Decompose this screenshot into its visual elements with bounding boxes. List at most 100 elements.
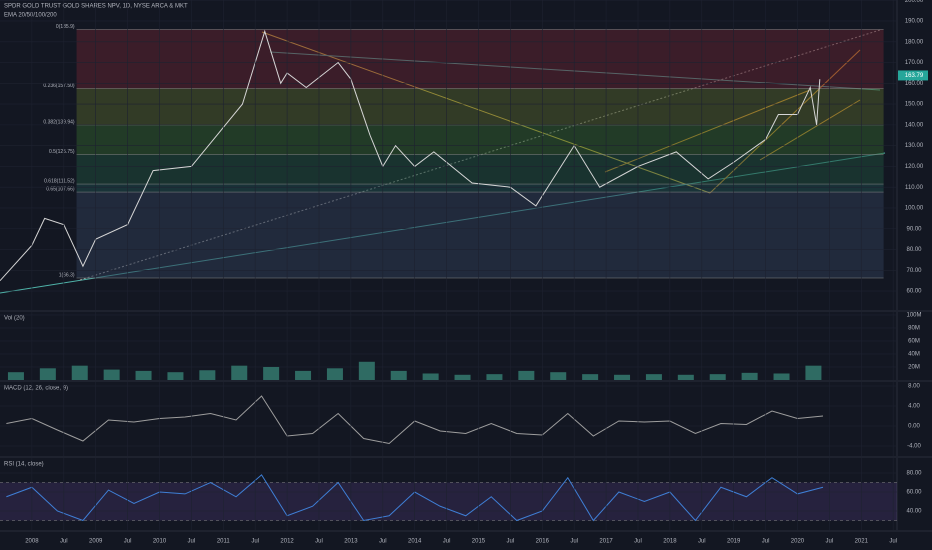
bar xyxy=(709,374,726,380)
y-tick-label: 120.00 xyxy=(905,164,924,170)
y-tick-label: 80M xyxy=(908,326,920,332)
bar xyxy=(805,365,822,380)
x-tick-label: Jul xyxy=(379,539,387,545)
x-tick-label: 2013 xyxy=(344,539,358,545)
y-tick-label: 170.00 xyxy=(905,60,924,66)
x-tick-label: 2015 xyxy=(472,539,486,545)
y-tick-label: 190.00 xyxy=(905,19,924,25)
bar xyxy=(199,370,216,380)
y-tick-label: 60.00 xyxy=(906,490,922,496)
y-tick-label: 200.00 xyxy=(905,0,924,4)
bar xyxy=(773,373,790,380)
bar xyxy=(422,373,439,380)
y-tick-label: 60.00 xyxy=(906,289,922,295)
y-tick-label: 140.00 xyxy=(905,122,924,128)
x-tick-label: Jul xyxy=(315,539,323,545)
fib-label: 1(66.3) xyxy=(59,272,75,278)
bar xyxy=(231,365,248,380)
y-tick-label: 100.00 xyxy=(905,206,924,212)
fib-label: 0.382(139.94) xyxy=(43,119,74,125)
fib-label: 0.65(107.66) xyxy=(46,186,75,192)
fib-band xyxy=(76,154,884,185)
bar xyxy=(7,372,24,380)
pane-title: Vol (20) xyxy=(4,316,25,322)
x-tick-label: 2018 xyxy=(663,539,677,545)
bar xyxy=(645,374,662,380)
bar xyxy=(582,374,599,380)
bar xyxy=(518,370,535,380)
y-tick-label: 130.00 xyxy=(905,143,924,149)
y-tick-label: 150.00 xyxy=(905,102,924,108)
bar xyxy=(390,370,407,380)
x-tick-label: Jul xyxy=(60,539,68,545)
fib-band xyxy=(76,29,884,89)
y-tick-label: 160.00 xyxy=(905,81,924,87)
y-tick-label: 20M xyxy=(908,365,920,371)
x-tick-label: Jul xyxy=(443,539,451,545)
bar xyxy=(135,370,152,380)
indicator-label: EMA 20/50/100/200 xyxy=(4,13,57,19)
bar xyxy=(614,374,631,380)
last-price-tag xyxy=(898,70,928,81)
y-tick-label: 40.00 xyxy=(906,509,922,515)
x-tick-label: 2021 xyxy=(855,539,869,545)
y-tick-label: 60M xyxy=(908,339,920,345)
y-tick-label: 100M xyxy=(906,313,921,319)
fib-band xyxy=(76,124,884,155)
fib-label: 0(185.9) xyxy=(56,24,75,30)
x-tick-label: 2010 xyxy=(153,539,167,545)
pane-title: MACD (12, 26, close, 9) xyxy=(4,386,68,392)
rsi-band xyxy=(0,482,897,521)
fib-band xyxy=(76,88,884,125)
bar xyxy=(103,369,120,380)
y-tick-label: 180.00 xyxy=(905,39,924,45)
x-tick-label: 2012 xyxy=(280,539,294,545)
x-tick-label: 2019 xyxy=(727,539,741,545)
x-tick-label: Jul xyxy=(762,539,770,545)
bar xyxy=(677,374,694,380)
x-tick-label: Jul xyxy=(634,539,642,545)
bar xyxy=(71,365,88,380)
bar xyxy=(486,374,503,380)
bar xyxy=(263,366,280,380)
x-tick-label: 2011 xyxy=(217,539,231,545)
bar xyxy=(295,370,312,380)
fib-label: 0.236(157.50) xyxy=(43,83,74,89)
bar xyxy=(550,372,567,380)
fib-band xyxy=(76,192,884,279)
x-tick-label: Jul xyxy=(889,539,897,545)
x-tick-label: Jul xyxy=(124,539,132,545)
y-tick-label: 70.00 xyxy=(906,268,922,274)
x-tick-label: Jul xyxy=(188,539,196,545)
y-tick-label: 80.00 xyxy=(906,471,922,477)
fib-label: 0.618(111.52) xyxy=(44,178,75,184)
y-tick-label: 4.00 xyxy=(908,404,920,410)
y-tick-label: 8.00 xyxy=(908,384,920,390)
y-tick-label: 0.00 xyxy=(908,424,920,430)
y-tick-label: 110.00 xyxy=(905,185,924,191)
x-tick-label: Jul xyxy=(570,539,578,545)
x-tick-label: Jul xyxy=(251,539,259,545)
y-tick-label: 80.00 xyxy=(906,247,922,253)
last-price-label: 163.79 xyxy=(905,73,924,79)
fib-band xyxy=(76,184,884,193)
bar xyxy=(39,368,56,380)
fib-label: 0.5(125.75) xyxy=(49,149,75,155)
x-tick-label: Jul xyxy=(507,539,515,545)
x-tick-label: Jul xyxy=(826,539,834,545)
bar xyxy=(167,372,184,380)
y-tick-label: 90.00 xyxy=(906,226,922,232)
bar xyxy=(358,361,375,380)
bar xyxy=(326,368,343,380)
y-tick-label: -4.00 xyxy=(907,444,921,450)
x-tick-label: 2017 xyxy=(599,539,613,545)
x-tick-label: 2009 xyxy=(89,539,103,545)
x-tick-label: 2014 xyxy=(408,539,422,545)
x-tick-label: Jul xyxy=(698,539,706,545)
pane-title: RSI (14, close) xyxy=(4,462,44,468)
x-tick-label: 2020 xyxy=(791,539,805,545)
x-tick-label: 2016 xyxy=(536,539,550,545)
bar xyxy=(741,372,758,380)
